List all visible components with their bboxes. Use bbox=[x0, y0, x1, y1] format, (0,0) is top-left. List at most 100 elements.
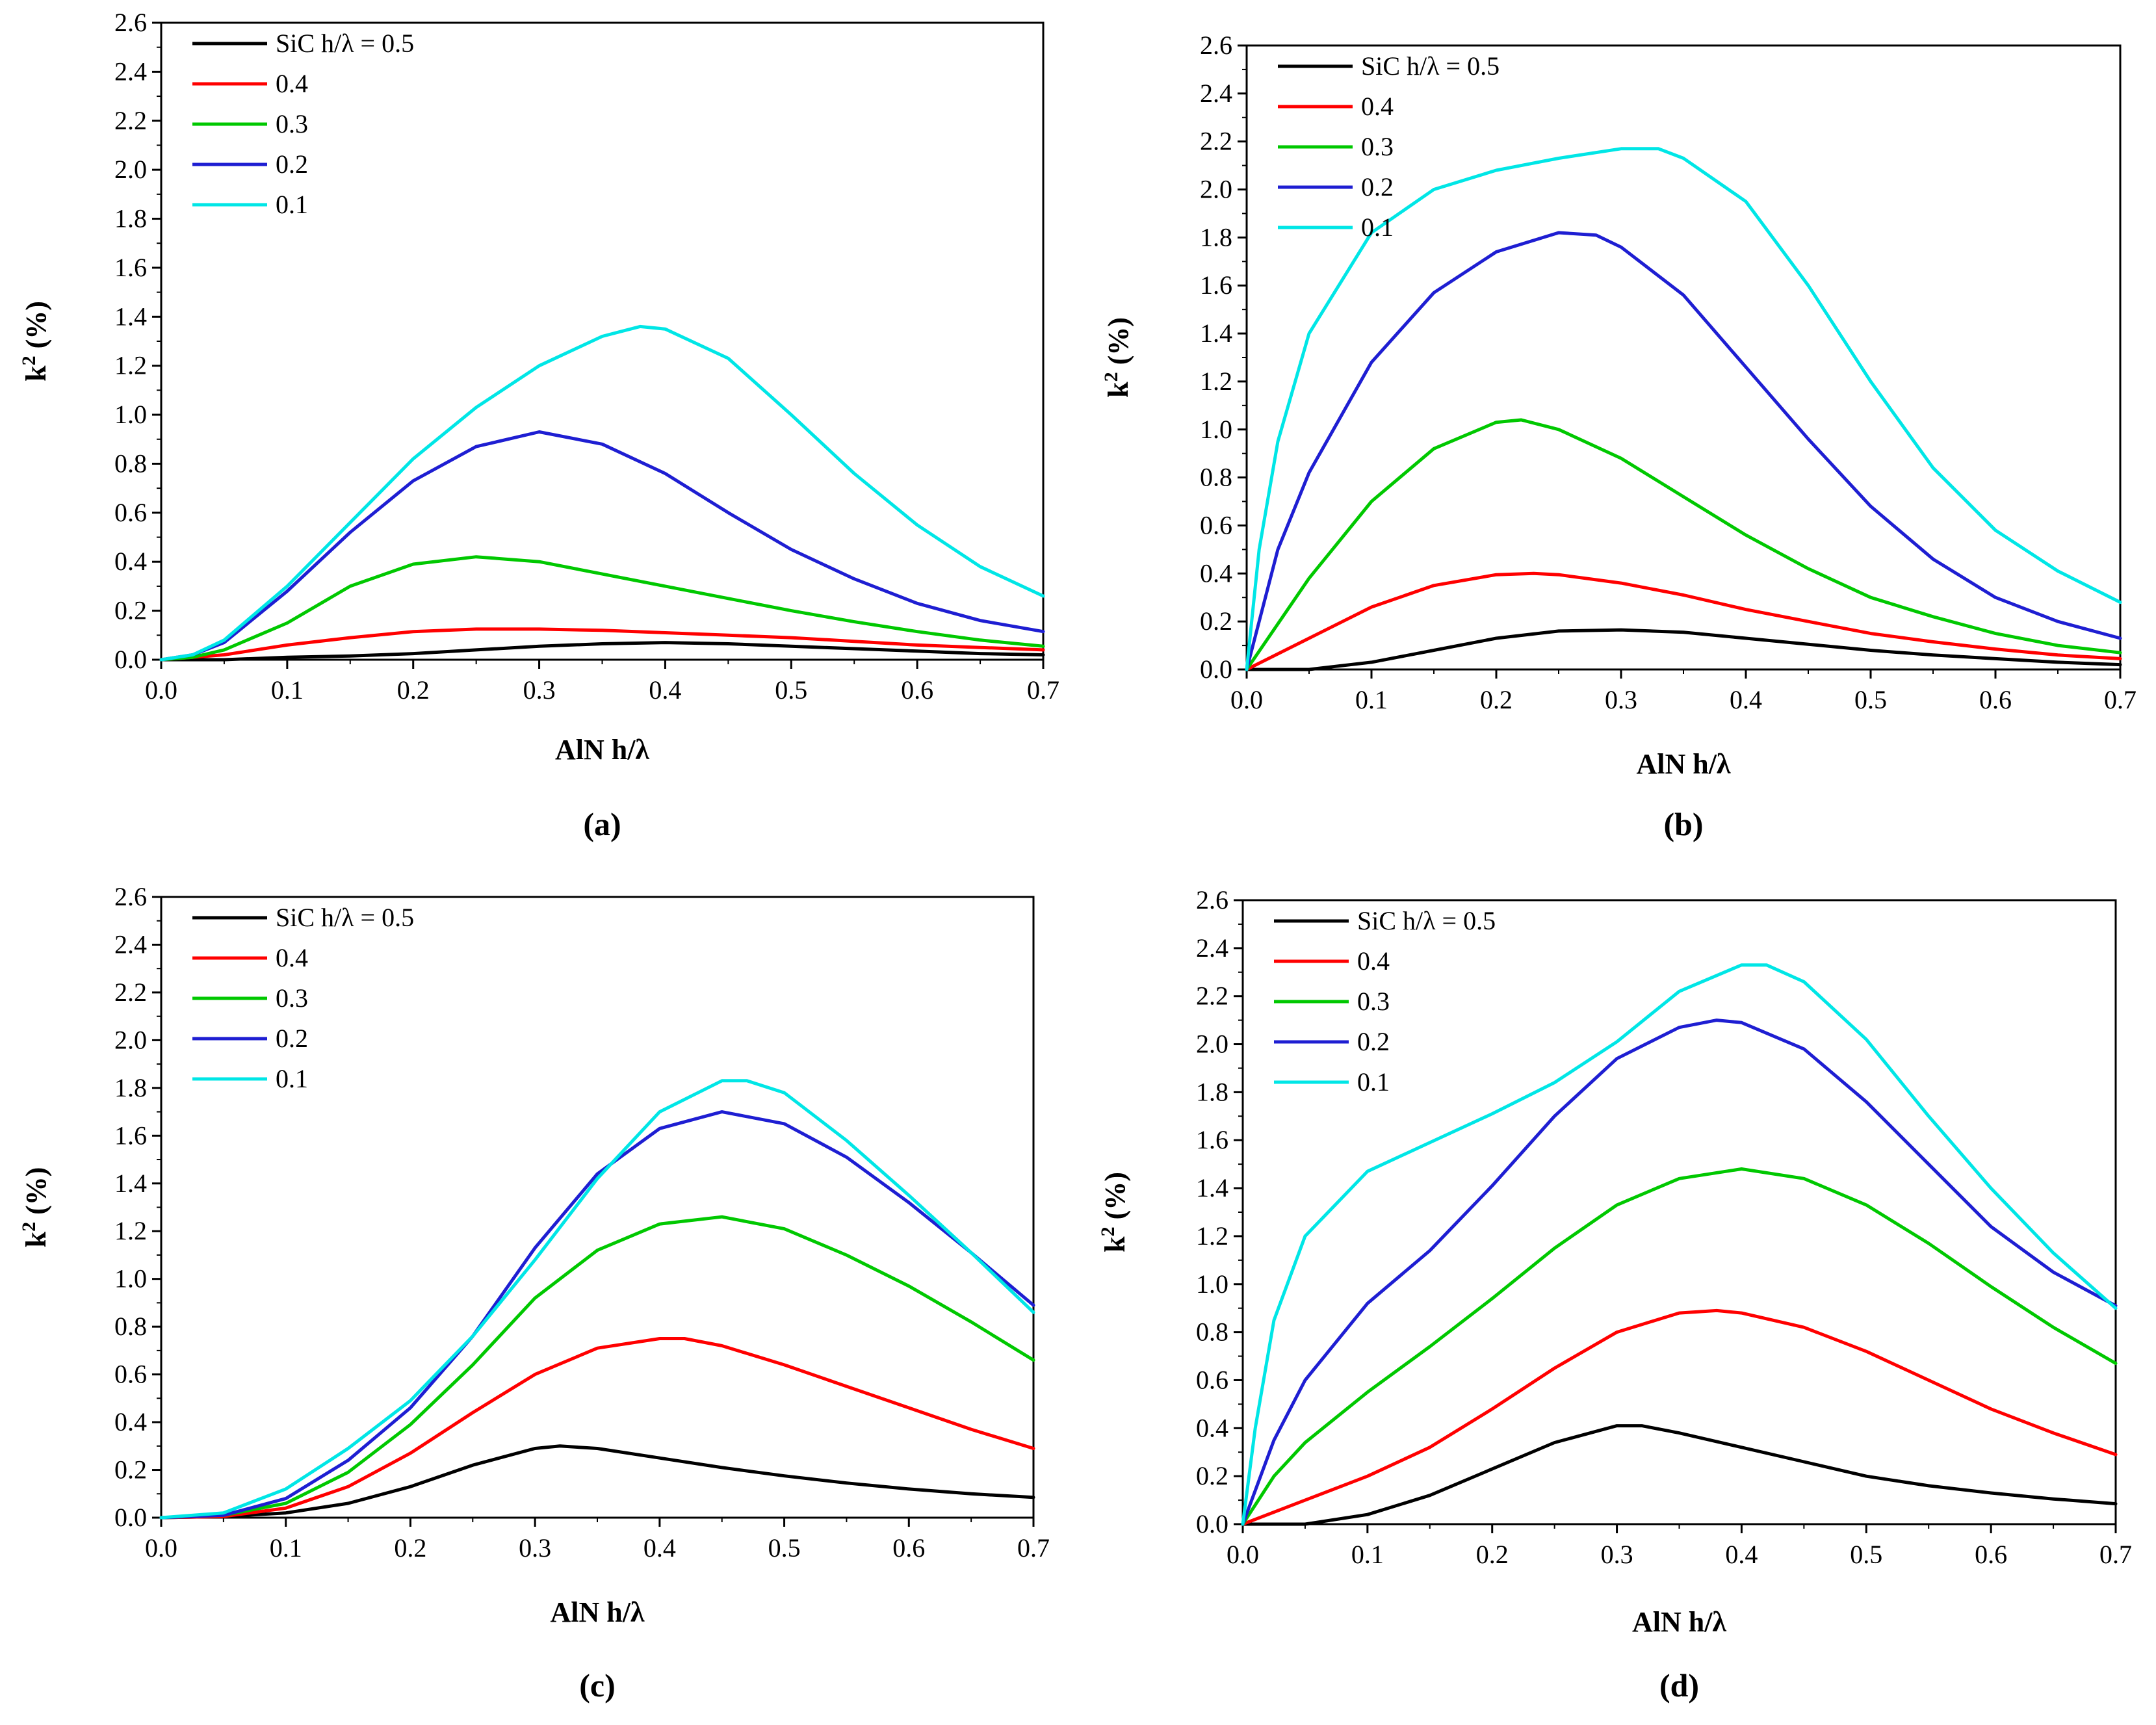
x-tick-label: 0.6 bbox=[1979, 685, 2012, 714]
y-tick-label: 1.4 bbox=[1196, 1173, 1228, 1202]
y-tick-label: 1.0 bbox=[114, 400, 147, 429]
x-tick-label: 0.7 bbox=[2099, 1540, 2132, 1569]
y-tick-label: 1.6 bbox=[114, 253, 147, 282]
panel-caption: (b) bbox=[1663, 806, 1703, 842]
y-tick-label: 0.8 bbox=[1196, 1317, 1228, 1347]
legend-label-4: 0.2 bbox=[276, 149, 308, 179]
y-tick-label: 0.2 bbox=[114, 1455, 147, 1485]
y-tick-label: 1.6 bbox=[1200, 270, 1232, 300]
series-line-2 bbox=[1241, 1308, 2118, 1526]
y-tick-label: 2.0 bbox=[1200, 175, 1232, 204]
x-tick-label: 0.2 bbox=[397, 675, 430, 705]
legend-label-5: 0.1 bbox=[1357, 1067, 1390, 1096]
series-line-3 bbox=[1241, 1167, 2118, 1526]
panel-caption: (c) bbox=[579, 1667, 616, 1704]
series-line-5 bbox=[1245, 147, 2122, 671]
y-tick-label: 1.2 bbox=[1200, 367, 1232, 396]
panel-caption: (d) bbox=[1659, 1667, 1699, 1704]
y-axis-label: k2 (%) bbox=[1097, 1172, 1132, 1252]
legend-label-1: SiC h/λ = 0.5 bbox=[1357, 906, 1496, 935]
y-tick-label: 0.0 bbox=[114, 1503, 147, 1532]
series-line-4 bbox=[159, 430, 1045, 662]
legend-label-2: 0.4 bbox=[276, 69, 308, 98]
legend-label-5: 0.1 bbox=[276, 1064, 308, 1093]
legend-label-1: SiC h/λ = 0.5 bbox=[1361, 51, 1500, 81]
x-tick-label: 0.4 bbox=[649, 675, 681, 705]
legend-label-5: 0.1 bbox=[1361, 213, 1394, 242]
y-tick-label: 1.0 bbox=[114, 1264, 147, 1293]
series-line-2 bbox=[159, 1337, 1035, 1520]
x-tick-label: 0.3 bbox=[523, 675, 556, 705]
x-tick-label: 0.6 bbox=[892, 1533, 925, 1563]
y-tick-label: 2.6 bbox=[1200, 31, 1232, 60]
legend-label-1: SiC h/λ = 0.5 bbox=[276, 29, 414, 58]
y-tick-label: 1.0 bbox=[1200, 415, 1232, 444]
panel-b: 0.0 0.2 0.4 0.6 0.8 1.0 1.2 1.4 1.6 1.8 2.0 2.2 2.4 2… bbox=[1100, 31, 2137, 842]
y-tick-label: 2.0 bbox=[114, 155, 147, 184]
y-tick-label: 1.6 bbox=[1196, 1125, 1228, 1154]
y-tick-label: 1.8 bbox=[114, 204, 147, 233]
y-tick-label: 1.8 bbox=[1200, 222, 1232, 252]
legend-label-3: 0.3 bbox=[276, 983, 308, 1013]
y-tick-label: 2.6 bbox=[114, 882, 147, 911]
legend-label-4: 0.2 bbox=[1361, 172, 1394, 201]
y-tick-label: 2.6 bbox=[114, 8, 147, 37]
x-tick-label: 0.1 bbox=[270, 1533, 302, 1563]
y-tick-label: 0.2 bbox=[1200, 606, 1232, 636]
x-tick-label: 0.7 bbox=[1017, 1533, 1050, 1563]
x-tick-label: 0.0 bbox=[1230, 685, 1263, 714]
y-tick-label: 1.4 bbox=[1200, 318, 1232, 348]
y-axis-label: k2 (%) bbox=[18, 301, 53, 382]
y-tick-label: 1.2 bbox=[114, 1216, 147, 1245]
y-tick-label: 0.8 bbox=[1200, 463, 1232, 492]
y-tick-label: 2.2 bbox=[1196, 981, 1228, 1011]
x-tick-label: 0.1 bbox=[1351, 1540, 1384, 1569]
y-tick-label: 0.8 bbox=[114, 448, 147, 478]
series-line-1 bbox=[159, 641, 1045, 662]
y-tick-label: 2.0 bbox=[114, 1025, 147, 1054]
y-tick-label: 2.4 bbox=[114, 929, 147, 959]
x-tick-label: 0.4 bbox=[1730, 685, 1762, 714]
y-tick-label: 1.2 bbox=[114, 351, 147, 380]
panel-caption: (a) bbox=[583, 806, 621, 842]
legend-label-4: 0.2 bbox=[1357, 1027, 1390, 1056]
legend-label-2: 0.4 bbox=[1361, 92, 1394, 121]
x-tick-label: 0.4 bbox=[643, 1533, 676, 1563]
x-axis-label: AlN h/λ bbox=[550, 1596, 644, 1628]
x-tick-label: 0.7 bbox=[2104, 685, 2137, 714]
y-tick-label: 0.6 bbox=[114, 498, 147, 527]
y-tick-label: 2.2 bbox=[114, 978, 147, 1007]
x-tick-label: 0.6 bbox=[1975, 1540, 2007, 1569]
x-tick-label: 0.3 bbox=[1601, 1540, 1633, 1569]
panel-c: 0.0 0.2 0.4 0.6 0.8 1.0 1.2 1.4 1.6 1.8 2.0 2.2 2.4 2… bbox=[18, 882, 1050, 1704]
y-tick-label: 0.4 bbox=[114, 547, 147, 576]
x-tick-label: 0.0 bbox=[145, 675, 177, 705]
y-tick-label: 1.4 bbox=[114, 302, 147, 331]
series-line-5 bbox=[159, 1079, 1035, 1520]
y-tick-label: 2.6 bbox=[1196, 885, 1228, 914]
series-line-5 bbox=[1241, 963, 2118, 1526]
x-tick-label: 0.3 bbox=[1605, 685, 1637, 714]
legend-label-3: 0.3 bbox=[276, 109, 308, 138]
y-tick-label: 0.4 bbox=[1200, 558, 1232, 588]
y-tick-label: 2.2 bbox=[1200, 127, 1232, 156]
x-tick-label: 0.1 bbox=[1355, 685, 1388, 714]
y-tick-label: 0.6 bbox=[114, 1360, 147, 1389]
y-tick-label: 2.4 bbox=[1200, 79, 1232, 108]
y-tick-label: 1.8 bbox=[114, 1073, 147, 1102]
x-tick-label: 0.5 bbox=[768, 1533, 801, 1563]
x-tick-label: 0.5 bbox=[1850, 1540, 1882, 1569]
y-tick-label: 0.0 bbox=[114, 645, 147, 674]
y-axis-label: k2 (%) bbox=[1100, 317, 1135, 398]
x-tick-label: 0.7 bbox=[1027, 675, 1059, 705]
y-tick-label: 0.2 bbox=[114, 596, 147, 625]
series-line-1 bbox=[1245, 628, 2122, 671]
panel-a: 0.0 0.2 0.4 0.6 0.8 1.0 1.2 1.4 1.6 1.8 2.0 2.2 2.4 2… bbox=[18, 8, 1060, 842]
y-tick-label: 0.6 bbox=[1196, 1365, 1228, 1394]
x-tick-label: 0.1 bbox=[271, 675, 304, 705]
legend-label-1: SiC h/λ = 0.5 bbox=[276, 903, 414, 932]
y-tick-label: 1.2 bbox=[1196, 1221, 1228, 1251]
y-tick-label: 2.0 bbox=[1196, 1030, 1228, 1059]
series-line-1 bbox=[159, 1444, 1035, 1520]
y-tick-label: 0.4 bbox=[1196, 1413, 1228, 1442]
